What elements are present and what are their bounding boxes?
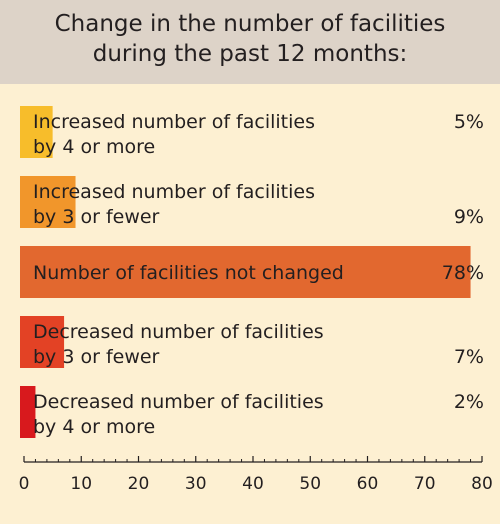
x-tick-label: 10 bbox=[70, 474, 92, 494]
title-banner: Change in the number of facilities durin… bbox=[0, 0, 500, 84]
category-label-line: Increased number of facilities bbox=[33, 111, 315, 133]
chart-title: Change in the number of facilities durin… bbox=[0, 9, 500, 69]
category-label: Increased number of facilities by 3 or fe… bbox=[33, 181, 315, 228]
category-label: Decreased number of facilities by 4 or mo… bbox=[33, 391, 324, 438]
category-label-line: by 3 or fewer bbox=[33, 346, 160, 368]
x-tick-label: 60 bbox=[357, 474, 379, 494]
category-label-line: Decreased number of facilities bbox=[33, 321, 324, 343]
chart-title-line-1: Change in the number of facilities bbox=[54, 11, 446, 37]
bar bbox=[20, 246, 471, 298]
bar bbox=[20, 176, 76, 228]
value-label: 7% bbox=[454, 346, 484, 368]
category-label-line: Increased number of facilities bbox=[33, 181, 315, 203]
value-label: 5% bbox=[454, 111, 484, 133]
category-label-line: by 4 or more bbox=[33, 416, 155, 438]
category-label: Number of facilities not changed bbox=[33, 262, 344, 284]
x-tick-label: 30 bbox=[185, 474, 207, 494]
category-label-line: by 4 or more bbox=[33, 136, 155, 158]
x-tick-label: 20 bbox=[128, 474, 150, 494]
bar bbox=[20, 106, 53, 158]
category-label-line: by 3 or fewer bbox=[33, 206, 160, 228]
bar bbox=[20, 386, 36, 438]
value-label: 2% bbox=[454, 391, 484, 413]
x-tick-label: 80 bbox=[471, 474, 493, 494]
chart-title-line-2: during the past 12 months: bbox=[92, 41, 408, 67]
value-label: 78% bbox=[442, 262, 484, 284]
x-tick-label: 40 bbox=[242, 474, 264, 494]
x-tick-label: 70 bbox=[414, 474, 436, 494]
category-label: Increased number of facilities by 4 or mo… bbox=[33, 111, 315, 158]
x-tick-label: 0 bbox=[19, 474, 30, 494]
category-label: Decreased number of facilities by 3 or fe… bbox=[33, 321, 324, 368]
category-label-line: Decreased number of facilities bbox=[33, 391, 324, 413]
x-tick-label: 50 bbox=[299, 474, 321, 494]
bar bbox=[20, 316, 65, 368]
category-label-line: Number of facilities not changed bbox=[33, 262, 344, 284]
value-label: 9% bbox=[454, 206, 484, 228]
